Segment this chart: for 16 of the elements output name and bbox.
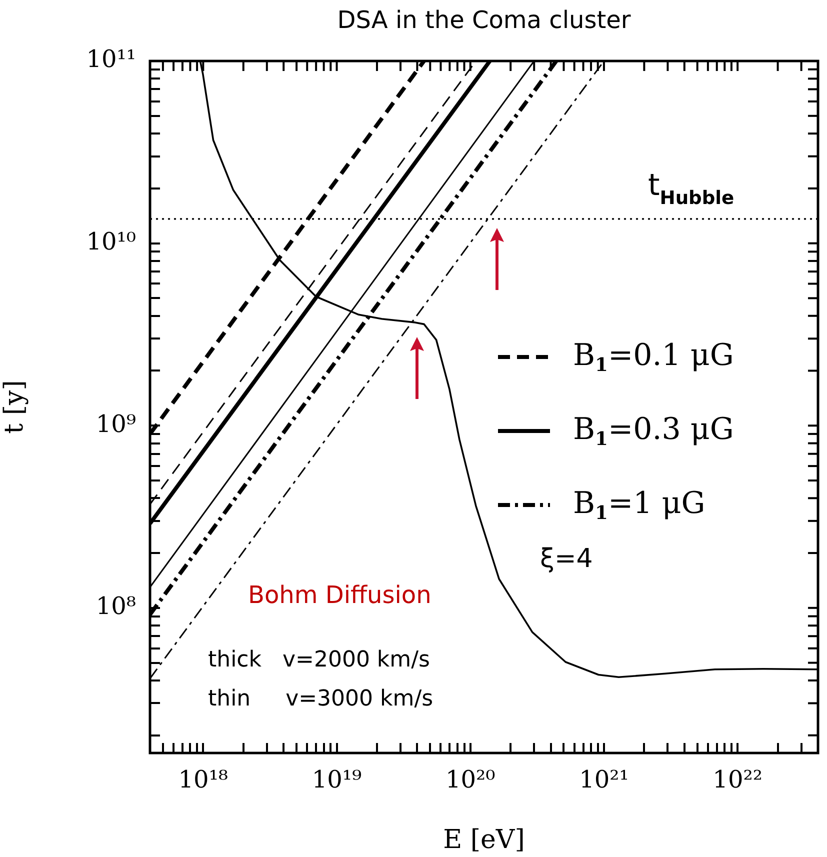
x-tick-label: 10²²	[712, 766, 762, 794]
y-tick-label: 10¹⁰	[86, 228, 136, 256]
annotation: thin v=3000 km/s	[208, 686, 434, 712]
y-tick-label: 10⁸	[96, 592, 136, 620]
y-tick-label: 10⁹	[96, 410, 136, 438]
y-axis-title: t [y]	[0, 380, 30, 434]
x-tick-label: 10¹⁸	[178, 766, 228, 794]
x-tick-label: 10¹⁹	[312, 766, 362, 794]
annotation: thick v=2000 km/s	[208, 648, 430, 673]
annotation: ξ=4	[540, 544, 593, 574]
x-tick-label: 10²¹	[579, 766, 629, 794]
x-tick-label: 10²⁰	[445, 766, 496, 794]
x-axis-title: E [eV]	[443, 825, 525, 856]
y-tick-label: 10¹¹	[86, 45, 136, 74]
chart-title: DSA in the Coma cluster	[337, 6, 631, 34]
annotation: Bohm Diffusion	[248, 581, 432, 610]
